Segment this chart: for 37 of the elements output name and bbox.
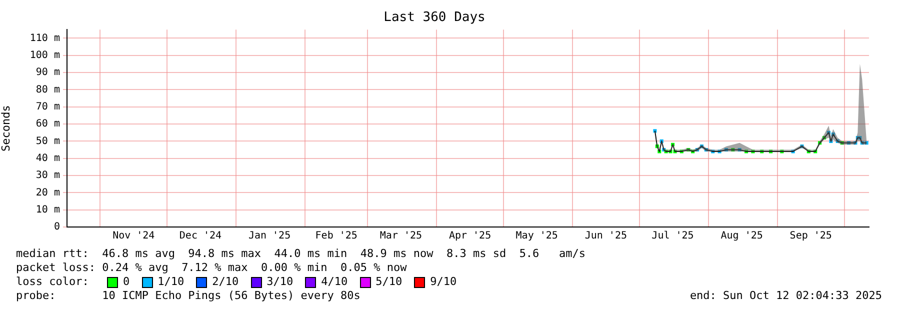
y-tick-label: 60 m [36, 118, 60, 130]
x-tick-label: Jan '25 [248, 230, 291, 242]
y-tick-label: 80 m [36, 84, 60, 96]
x-tick-label: Dec '24 [179, 230, 222, 242]
y-tick-label: 40 m [36, 152, 60, 164]
text: packet loss: 0.24 % avg 7.12 % max 0.00 % min 0.05 % now [16, 261, 408, 275]
legend-label: 1/10 [158, 275, 184, 289]
chart-title: Last 360 Days [384, 10, 486, 26]
legend-label: 2/10 [212, 275, 239, 289]
legend-title: loss color: [16, 275, 90, 289]
x-tick-label: Aug '25 [720, 230, 763, 242]
y-tick-label: 20 m [36, 187, 60, 198]
y-tick-label: 10 m [36, 204, 60, 216]
x-tick-label: Jun '25 [584, 230, 628, 242]
x-tick-label: Sep '25 [790, 230, 832, 242]
y-tick-label: 110 m [30, 32, 60, 44]
y-axis-title: Seconds [0, 105, 12, 152]
x-tick-label: Jul '25 [652, 230, 694, 242]
y-tick-label: 50 m [36, 136, 60, 147]
y-tick-label: 30 m [36, 170, 60, 182]
x-tick-label: Apr '25 [448, 230, 492, 242]
legend-label: 0 [123, 275, 130, 289]
legend-label: 3/10 [266, 275, 294, 289]
x-tick-label: Feb '25 [315, 230, 358, 242]
x-tick-label: Nov '24 [112, 230, 155, 242]
legend-label: 4/10 [321, 275, 348, 289]
text: probe: 10 ICMP Echo Pings (56 Bytes) every 80s [16, 289, 360, 303]
legend-label: 5/10 [376, 275, 402, 289]
x-tick-label: Mar '25 [380, 230, 422, 242]
y-tick-label: 70 m [36, 101, 60, 112]
text: median rtt: 46.8 ms avg 94.8 ms max 44.0 ms min 48.9 ms now 8.3 ms sd 5.6 am/s [16, 247, 587, 261]
y-tick-label: 90 m [36, 67, 60, 78]
y-tick-label: 0 [54, 222, 60, 233]
y-tick-label: 100 m [30, 50, 60, 61]
text: end: Sun Oct 12 02:04:33 2025 [690, 289, 882, 303]
x-tick-label: May '25 [516, 230, 558, 242]
legend-label: 9/10 [430, 275, 457, 289]
